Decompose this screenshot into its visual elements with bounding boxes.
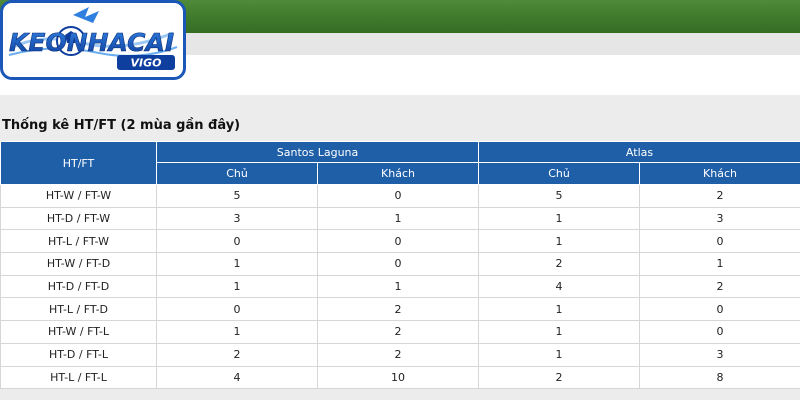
team-header-atlas: Atlas	[478, 141, 800, 163]
cell-value: 2	[316, 320, 480, 344]
team-header-santos-laguna: Santos Laguna	[155, 141, 480, 163]
row-label: HT-L / FT-W	[0, 229, 157, 254]
row-label: HT-D / FT-L	[0, 342, 157, 367]
cell-value: 1	[156, 274, 318, 299]
cell-value: 0	[639, 297, 800, 322]
cell-value: 1	[316, 274, 480, 299]
cell-value: 0	[316, 229, 480, 254]
cell-value: 2	[316, 342, 480, 367]
subheader-santos-away: Khách	[316, 162, 480, 185]
page-title: Thống kê HT/FT (2 mùa gần đây)	[2, 118, 241, 133]
cell-value: 2	[316, 297, 480, 322]
cell-value: 4	[478, 274, 641, 299]
site-logo[interactable]: KEONHACAI VIGO	[0, 0, 186, 80]
row-label: HT-L / FT-L	[0, 365, 157, 390]
subheader-atlas-away: Khách	[639, 162, 800, 185]
row-label: HT-W / FT-D	[0, 252, 157, 276]
cell-value: 0	[316, 252, 480, 276]
row-label: HT-W / FT-L	[0, 320, 157, 344]
table-row: HT-W / FT-L 1 2 1 0	[0, 320, 800, 344]
cell-value: 2	[639, 274, 800, 299]
cell-value: 2	[478, 252, 641, 276]
header-strip	[0, 33, 800, 55]
table-row: HT-D / FT-L 2 2 1 3	[0, 342, 800, 367]
cell-value: 0	[156, 229, 318, 254]
row-label: HT-L / FT-D	[0, 297, 157, 322]
cell-value: 1	[478, 342, 641, 367]
htft-stats-table: HT/FT Santos Laguna Atlas Chủ Khách Chủ …	[0, 141, 800, 390]
table-row: HT-W / FT-W 5 0 5 2	[0, 184, 800, 208]
cell-value: 0	[156, 297, 318, 322]
cell-value: 1	[156, 320, 318, 344]
htft-column-header: HT/FT	[0, 141, 157, 185]
cell-value: 1	[478, 320, 641, 344]
cell-value: 3	[639, 206, 800, 231]
cell-value: 0	[639, 320, 800, 344]
cell-value: 8	[639, 365, 800, 390]
table-row: HT-L / FT-L 4 10 2 8	[0, 365, 800, 390]
row-label: HT-W / FT-W	[0, 184, 157, 208]
table-row: HT-L / FT-W 0 0 1 0	[0, 229, 800, 254]
cell-value: 1	[316, 206, 480, 231]
cell-value: 1	[639, 252, 800, 276]
logo-wordmark: KEONHACAI	[9, 28, 174, 57]
cell-value: 10	[316, 365, 480, 390]
cell-value: 0	[639, 229, 800, 254]
logo-graphic: KEONHACAI VIGO	[9, 7, 178, 70]
cell-value: 5	[156, 184, 318, 208]
table-row: HT-D / FT-D 1 1 4 2	[0, 274, 800, 299]
table-row: HT-W / FT-D 1 0 2 1	[0, 252, 800, 276]
logo-subtext: VIGO	[131, 57, 162, 70]
cell-value: 3	[156, 206, 318, 231]
row-label: HT-D / FT-W	[0, 206, 157, 231]
cell-value: 1	[478, 229, 641, 254]
table-row: HT-D / FT-W 3 1 1 3	[0, 206, 800, 231]
table-row: HT-L / FT-D 0 2 1 0	[0, 297, 800, 322]
cell-value: 2	[478, 365, 641, 390]
cell-value: 2	[639, 184, 800, 208]
cell-value: 3	[639, 342, 800, 367]
cell-value: 0	[316, 184, 480, 208]
cell-value: 2	[156, 342, 318, 367]
subheader-santos-home: Chủ	[156, 162, 318, 185]
cell-value: 1	[478, 206, 641, 231]
row-label: HT-D / FT-D	[0, 274, 157, 299]
cell-value: 4	[156, 365, 318, 390]
subheader-atlas-home: Chủ	[478, 162, 641, 185]
cell-value: 1	[156, 252, 318, 276]
cell-value: 5	[478, 184, 641, 208]
cell-value: 1	[478, 297, 641, 322]
